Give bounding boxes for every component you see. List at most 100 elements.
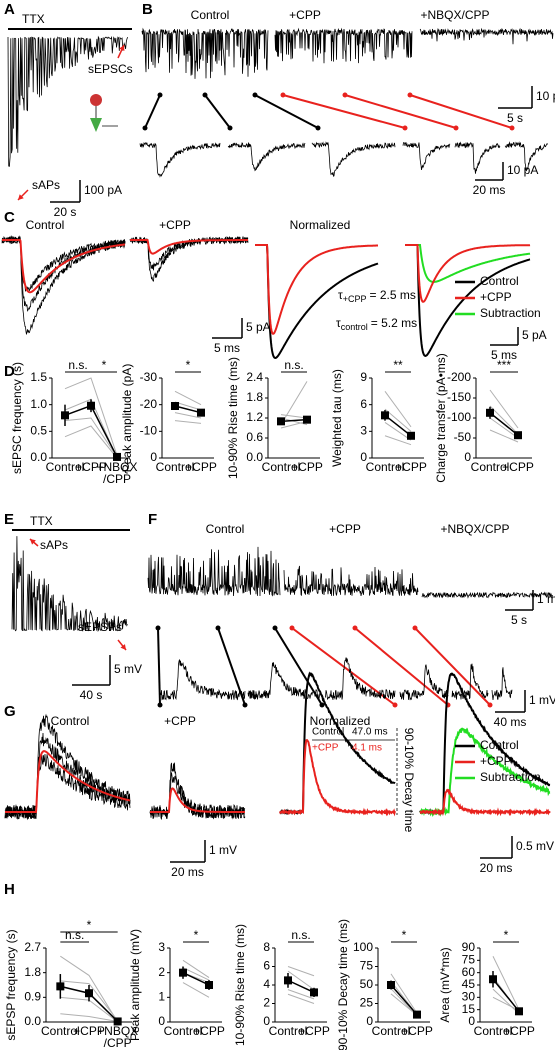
panel-letter: A: [4, 1, 15, 18]
y-tick-label: 75: [462, 953, 476, 967]
trace: [451, 663, 489, 700]
trace: [504, 141, 549, 172]
connector-dot: [157, 92, 163, 98]
cell-line: [174, 401, 202, 411]
annotation: sEPSCs: [88, 62, 133, 76]
y-tick-label: 6: [360, 397, 367, 411]
connector-dot: [407, 92, 413, 98]
connector-dot: [142, 125, 148, 131]
y-tick-label: 9: [360, 370, 367, 384]
sig-label: *: [186, 358, 191, 372]
legend-label: Subtraction: [480, 770, 541, 784]
x-tick-label: +CPP: [502, 460, 534, 474]
connector-dot: [157, 702, 163, 708]
mean-marker: [387, 981, 395, 989]
y-tick-label: -100: [447, 410, 471, 424]
y-tick-label: 100: [353, 940, 373, 954]
cell-line: [287, 966, 315, 977]
mean-line: [489, 412, 519, 436]
legend-label: +CPP: [480, 290, 512, 304]
trace: [283, 565, 419, 596]
y-axis-label: sEPSC frequency (s): [10, 362, 24, 474]
y-tick-label: 2.4: [246, 370, 263, 384]
cell-line: [280, 417, 308, 426]
trace: [454, 141, 501, 174]
cell-line: [489, 429, 519, 443]
scale-label: 20 s: [54, 205, 77, 219]
y-tick-label: -10: [140, 424, 158, 438]
cell-line: [492, 956, 520, 1010]
trace: [247, 662, 323, 700]
scale-label: 1 mV: [529, 693, 555, 707]
cell-line: [60, 955, 119, 1023]
trace: [255, 244, 379, 360]
connector: [409, 94, 513, 129]
sig-label: n.s.: [284, 358, 303, 372]
cell-line: [384, 422, 412, 441]
icon: [90, 118, 102, 132]
x-tick-label: +NBQX/CPP: [96, 460, 137, 486]
cell-line: [287, 970, 315, 991]
connector: [254, 94, 319, 129]
ttx-label: TTX: [22, 12, 45, 26]
mean-line: [384, 414, 412, 437]
connector-dot: [509, 125, 515, 131]
cell-line: [390, 973, 418, 1014]
connector-dot: [272, 625, 278, 631]
trace: [419, 788, 551, 817]
trace: [405, 244, 531, 303]
cell-line: [280, 381, 308, 425]
inset-label: Control: [312, 727, 344, 738]
sig-label: ***: [497, 358, 511, 372]
x-tick-label: +CPP: [298, 1024, 330, 1038]
cell-line: [64, 377, 118, 456]
y-tick-label: -50: [454, 430, 472, 444]
panel-letter: B: [142, 1, 153, 18]
x-tick-label: Control: [269, 1024, 308, 1038]
connector-dot: [392, 702, 398, 708]
y-tick-label: 0.6: [246, 430, 263, 444]
connector: [344, 94, 457, 129]
x-tick-label: Control: [156, 460, 195, 474]
scale-label: 5 ms: [214, 341, 240, 355]
tau-label: τcontrol = 5.2 ms: [336, 316, 417, 332]
x-tick-line: /CPP: [104, 1036, 132, 1050]
y-tick-label: 0: [263, 1014, 270, 1028]
trace: [5, 750, 131, 813]
y-tick-label: 1.8: [246, 390, 263, 404]
mean-line: [174, 405, 202, 414]
scale-label: 10 pA: [507, 163, 538, 177]
mean-marker: [489, 975, 497, 984]
arrow-head: [18, 194, 24, 200]
y-tick-label: 1: [158, 990, 165, 1004]
trace: [147, 546, 281, 597]
sig-label: n.s.: [65, 928, 84, 942]
cell-line: [384, 408, 412, 432]
y-tick-label: 1.2: [246, 410, 263, 424]
x-tick-label: +CPP: [73, 1024, 105, 1038]
y-tick-label: -200: [447, 370, 471, 384]
scale-label: 20 ms: [473, 183, 506, 197]
tau-label: τ+CPP = 2.5 ms: [338, 288, 416, 304]
x-tick-label: Control: [372, 1024, 411, 1038]
x-tick-line: /CPP: [103, 472, 131, 486]
sig-label: *: [504, 928, 509, 942]
cell-line: [280, 420, 308, 429]
y-tick-label: 0: [464, 450, 471, 464]
cell-line: [492, 996, 520, 1011]
condition-label: Control: [51, 714, 90, 728]
x-tick-label: +CPP: [193, 1024, 225, 1038]
mean-marker: [413, 1010, 421, 1019]
trace: [139, 142, 221, 178]
y-axis-label: Peak amplitude (mV): [128, 929, 142, 1041]
cell-line: [384, 391, 412, 428]
cell-line: [384, 435, 412, 446]
trace: [421, 591, 554, 599]
trace: [311, 141, 396, 177]
x-tick-label: +CPP: [503, 1024, 535, 1038]
current-trace: [7, 35, 129, 167]
connector-dot: [280, 92, 286, 98]
scale-label: 20 ms: [480, 861, 513, 875]
condition-label: Normalized: [290, 218, 351, 232]
mean-marker: [197, 408, 205, 417]
